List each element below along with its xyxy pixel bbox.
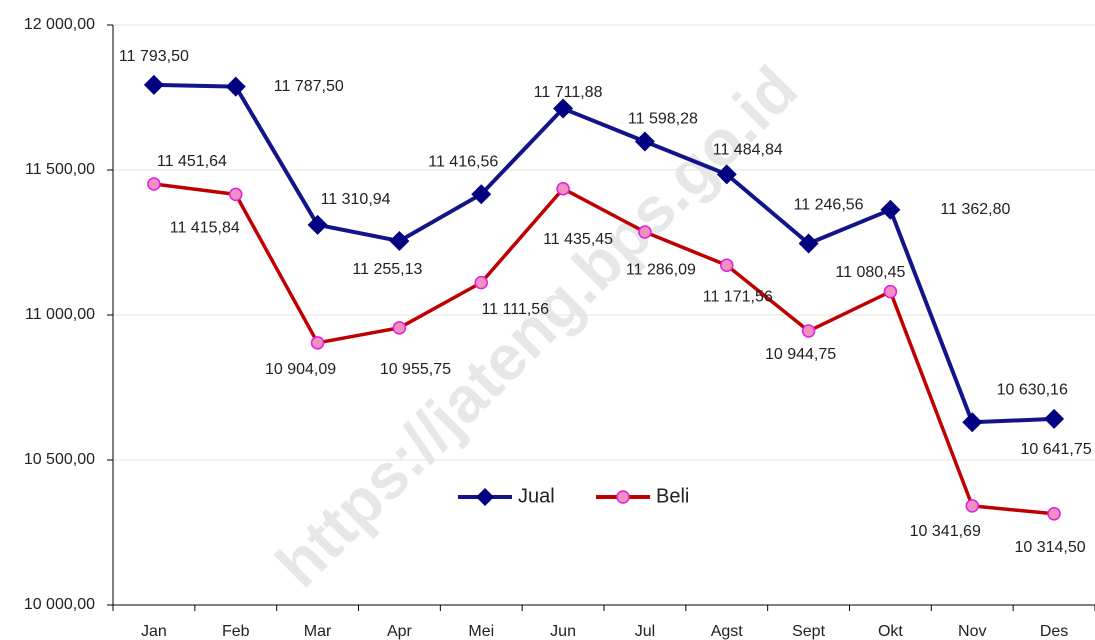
marker bbox=[389, 231, 410, 252]
data-label: 10 341,69 bbox=[910, 523, 981, 540]
data-label: 11 171,56 bbox=[703, 288, 773, 305]
marker bbox=[638, 225, 652, 239]
marker bbox=[883, 284, 898, 299]
marker bbox=[716, 164, 737, 185]
legend-label: Beli bbox=[656, 485, 689, 507]
y-tick-label: 10 500,00 bbox=[24, 451, 95, 468]
marker bbox=[553, 98, 574, 119]
y-tick-label: 12 000,00 bbox=[24, 16, 95, 33]
data-label: 11 451,64 bbox=[157, 153, 227, 170]
data-label: 11 362,80 bbox=[940, 201, 1010, 218]
data-label: 11 711,88 bbox=[534, 84, 603, 101]
marker bbox=[1047, 507, 1061, 521]
legend-label: Jual bbox=[518, 485, 555, 507]
y-tick-label: 11 000,00 bbox=[25, 306, 95, 323]
x-tick-label: Jan bbox=[141, 623, 167, 640]
legend-marker bbox=[476, 488, 494, 506]
legend-marker bbox=[616, 490, 630, 504]
x-tick-label: Des bbox=[1040, 623, 1068, 640]
data-label: 11 793,50 bbox=[119, 48, 189, 65]
data-label: 10 944,75 bbox=[765, 346, 836, 363]
marker bbox=[880, 199, 901, 220]
marker bbox=[392, 321, 407, 335]
data-label: 11 598,28 bbox=[628, 111, 698, 128]
x-tick-label: Agst bbox=[711, 623, 744, 640]
data-label: 11 416,56 bbox=[428, 153, 498, 170]
data-label: 11 255,13 bbox=[352, 261, 422, 278]
data-label: 10 904,09 bbox=[265, 361, 336, 378]
marker bbox=[801, 324, 816, 338]
x-tick-label: Mar bbox=[304, 623, 332, 640]
marker bbox=[962, 412, 983, 433]
series-line bbox=[153, 82, 1055, 425]
marker bbox=[720, 258, 734, 272]
x-tick-label: Mei bbox=[468, 623, 494, 640]
data-label: 11 484,84 bbox=[713, 142, 783, 159]
marker bbox=[1044, 408, 1065, 429]
y-tick-label: 10 000,00 bbox=[24, 596, 95, 613]
x-tick-label: Apr bbox=[387, 623, 413, 640]
marker bbox=[798, 233, 819, 254]
x-tick-label: Jul bbox=[635, 623, 655, 640]
data-label: 10 641,75 bbox=[1020, 441, 1091, 458]
marker bbox=[556, 181, 570, 196]
marker bbox=[229, 187, 243, 202]
data-label: 11 415,84 bbox=[170, 220, 240, 237]
data-label: 11 111,56 bbox=[481, 301, 549, 318]
marker bbox=[634, 131, 655, 152]
data-label: 10 314,50 bbox=[1014, 539, 1085, 556]
marker bbox=[143, 74, 164, 95]
data-label: 11 080,45 bbox=[835, 264, 905, 281]
data-label: 10 955,75 bbox=[380, 361, 451, 378]
data-label: 10 630,16 bbox=[997, 381, 1068, 398]
marker bbox=[471, 184, 492, 205]
data-label: 11 286,09 bbox=[626, 261, 696, 278]
marker bbox=[310, 336, 325, 350]
data-label: 11 435,45 bbox=[543, 231, 613, 248]
x-tick-label: Sept bbox=[792, 623, 825, 640]
marker bbox=[965, 499, 979, 513]
marker bbox=[474, 275, 488, 290]
data-label: 11 310,94 bbox=[321, 191, 391, 208]
x-tick-label: Okt bbox=[878, 623, 903, 640]
y-tick-label: 11 500,00 bbox=[25, 161, 95, 178]
data-label: 11 787,50 bbox=[274, 78, 344, 95]
x-tick-label: Nov bbox=[958, 623, 986, 640]
marker bbox=[225, 76, 246, 97]
x-tick-label: Jun bbox=[550, 623, 576, 640]
x-tick-label: Feb bbox=[222, 623, 250, 640]
marker bbox=[307, 214, 328, 235]
marker bbox=[147, 177, 161, 191]
series-line bbox=[153, 182, 1055, 516]
data-label: 11 246,56 bbox=[794, 197, 864, 214]
